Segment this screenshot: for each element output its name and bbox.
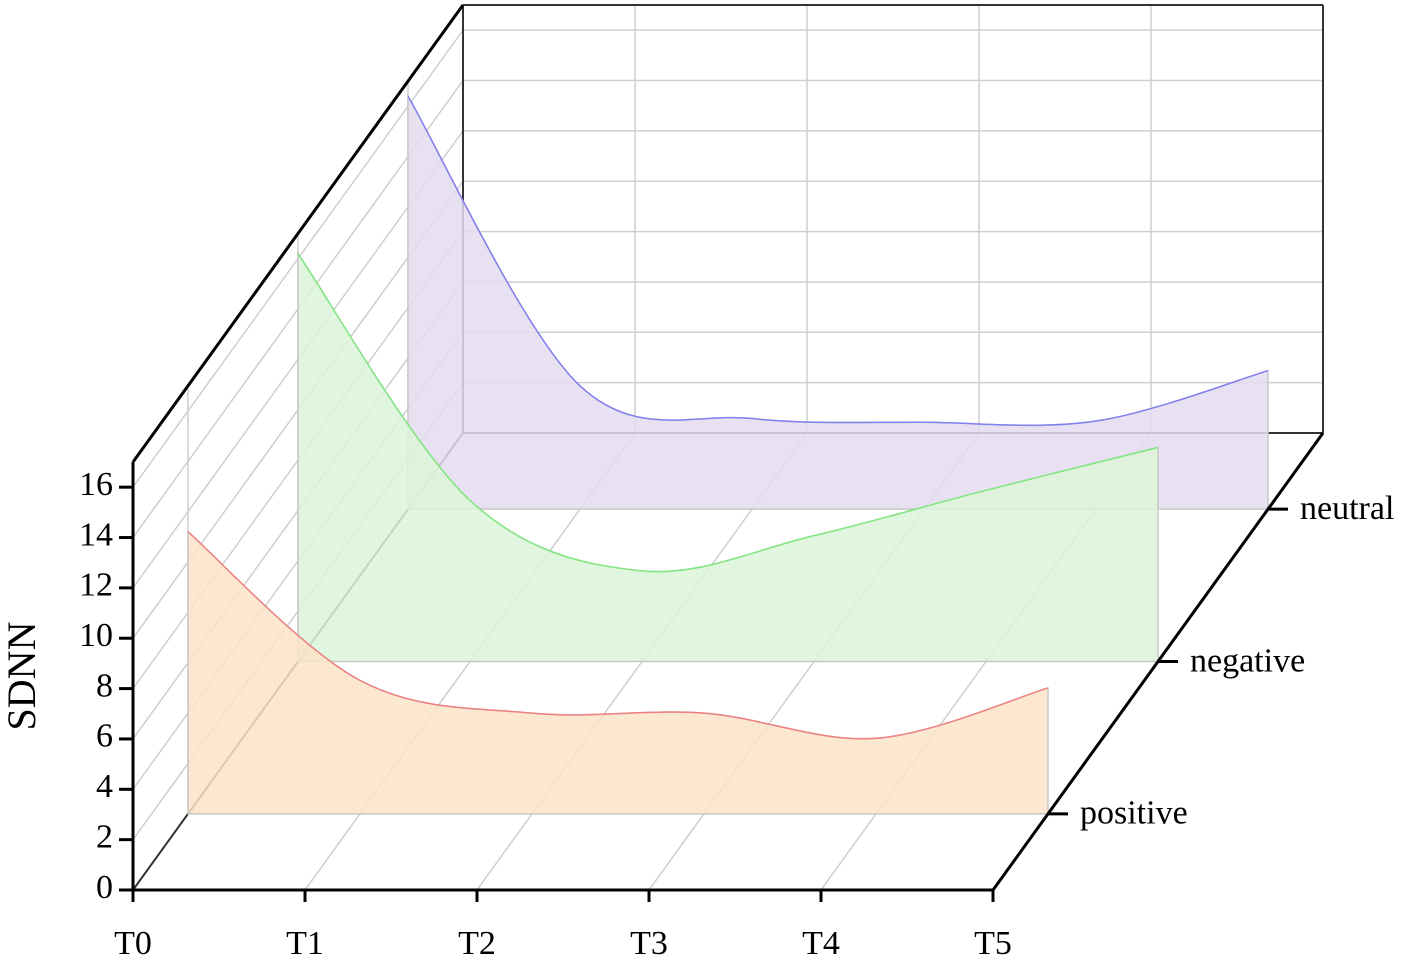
series-area <box>407 93 1269 510</box>
series-line <box>187 531 1049 740</box>
y-tick-label: 8 <box>96 667 113 704</box>
y-tick-label: 0 <box>96 869 113 906</box>
z-tick-label: negative <box>1190 642 1305 679</box>
series-line <box>407 95 1269 427</box>
y-tick-label: 6 <box>96 718 113 755</box>
y-tick-label: 14 <box>79 516 113 553</box>
y-tick-label: 4 <box>96 768 113 805</box>
x-tick-label: T5 <box>974 925 1012 962</box>
x-tick-label: T4 <box>802 925 840 962</box>
y-tick-label: 16 <box>79 466 113 503</box>
y-tick-label: 2 <box>96 818 113 855</box>
x-tick-label: T0 <box>114 925 152 962</box>
x-tick-label: T2 <box>458 925 496 962</box>
series-line <box>297 253 1159 573</box>
top-edge <box>131 4 465 463</box>
y-tick-label: 12 <box>79 567 113 604</box>
x-tick-label: T3 <box>630 925 668 962</box>
z-tick-label: neutral <box>1300 490 1394 527</box>
y-tick-label: 10 <box>79 617 113 654</box>
x-tick-label: T1 <box>286 925 324 962</box>
y-axis-label: SDNN <box>0 622 44 731</box>
z-tick-label: positive <box>1080 795 1188 832</box>
